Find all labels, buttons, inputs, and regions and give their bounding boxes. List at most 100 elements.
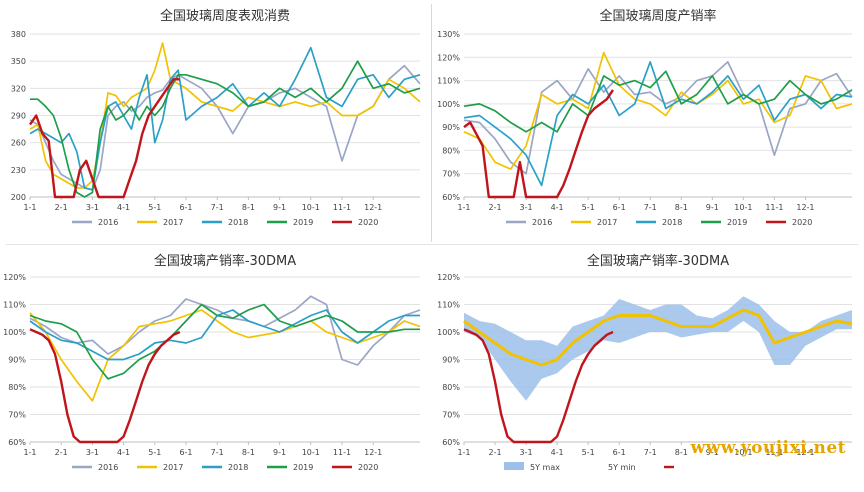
chart-30dma-band: 全国玻璃产销率-30DMA 60% 70% 80% 90% 100% 110% 120% 1-1… bbox=[437, 253, 853, 472]
x-tick-label: 7-1 bbox=[211, 448, 224, 457]
x-tick-label: 9-1 bbox=[706, 203, 719, 212]
y-tick-label: 380 bbox=[11, 30, 26, 39]
y-tick-label: 120% bbox=[437, 273, 460, 282]
y-tick-label: 120% bbox=[437, 53, 460, 62]
y-tick-label: 110% bbox=[437, 77, 460, 86]
x-tick-label: 7-1 bbox=[644, 203, 657, 212]
chart-title: 全国玻璃产销率-30DMA bbox=[154, 253, 296, 269]
y-tick-label: 90% bbox=[442, 123, 460, 132]
y-tick-label: 70% bbox=[442, 411, 460, 420]
x-tick-label: 3-1 bbox=[520, 203, 533, 212]
chart-title: 全国玻璃周度表观消费 bbox=[160, 8, 290, 24]
x-tick-label: 6-1 bbox=[613, 448, 626, 457]
y-tick-label: 130% bbox=[437, 30, 460, 39]
x-tick-label: 11-1 bbox=[765, 203, 783, 212]
x-tick-label: 10-1 bbox=[302, 448, 320, 457]
y-tick-label: 110% bbox=[3, 301, 26, 310]
x-tick-label: 9-1 bbox=[706, 448, 719, 457]
legend-label: 2017 bbox=[163, 218, 183, 227]
series-line-2019 bbox=[29, 303, 420, 380]
y-tick-label: 80% bbox=[8, 383, 26, 392]
chart-panel-consumption: 全国玻璃周度表观消费 200 230 260 290 320 350 380 1-1 2-1 3-1… bbox=[0, 0, 431, 244]
legend-label: 5Y min bbox=[608, 463, 636, 472]
y-tick-label: 70% bbox=[8, 411, 26, 420]
x-tick-label: 7-1 bbox=[644, 448, 657, 457]
x-tick-label: 6-1 bbox=[179, 203, 192, 212]
legend-label: 2019 bbox=[293, 463, 313, 472]
chart-30dma: 全国玻璃产销率-30DMA 60% 70% 80% 90% 100% 110% 120% 1-1… bbox=[3, 253, 421, 472]
x-tick-label: 11-1 bbox=[765, 448, 783, 457]
panel-divider-horizontal bbox=[6, 244, 858, 245]
x-tick-label: 8-1 bbox=[242, 203, 255, 212]
y-tick-label: 100% bbox=[437, 100, 460, 109]
y-tick-label: 100% bbox=[3, 328, 26, 337]
x-tick-label: 4-1 bbox=[117, 203, 130, 212]
x-tick-label: 7-1 bbox=[211, 203, 224, 212]
series-line-2020 bbox=[29, 78, 180, 199]
x-tick-label: 9-1 bbox=[273, 448, 286, 457]
series-line-2020 bbox=[29, 328, 181, 444]
legend-label: 2017 bbox=[597, 218, 617, 227]
series-line-2016 bbox=[29, 295, 421, 366]
x-tick-label: 6-1 bbox=[179, 448, 192, 457]
y-tick-label: 60% bbox=[442, 438, 460, 447]
x-tick-label: 11-1 bbox=[333, 448, 351, 457]
x-tick-label: 1-1 bbox=[457, 203, 470, 212]
x-tick-label: 12-1 bbox=[364, 448, 382, 457]
y-tick-label: 320 bbox=[11, 84, 26, 93]
series-line-current bbox=[463, 328, 614, 444]
x-tick-label: 2-1 bbox=[55, 448, 68, 457]
legend-label: 2018 bbox=[662, 218, 682, 227]
legend-label: 2016 bbox=[532, 218, 552, 227]
band-5y-average-line bbox=[463, 308, 853, 367]
y-tick-label: 60% bbox=[442, 193, 460, 202]
legend-label: 2018 bbox=[228, 218, 248, 227]
y-tick-label: 200 bbox=[11, 193, 26, 202]
chart-title: 全国玻璃周度产销率 bbox=[599, 8, 716, 24]
x-tick-label: 5-1 bbox=[582, 448, 595, 457]
x-tick-label: 10-1 bbox=[302, 203, 320, 212]
y-tick-label: 350 bbox=[11, 57, 26, 66]
y-tick-label: 110% bbox=[437, 301, 460, 310]
y-tick-label: 70% bbox=[442, 170, 460, 179]
y-tick-label: 100% bbox=[437, 328, 460, 337]
x-tick-label: 8-1 bbox=[242, 448, 255, 457]
y-tick-label: 80% bbox=[442, 383, 460, 392]
x-tick-label: 1-1 bbox=[23, 448, 36, 457]
legend-swatch-5y-max bbox=[504, 462, 524, 470]
x-tick-label: 2-1 bbox=[489, 203, 502, 212]
legend-label: 2020 bbox=[792, 218, 812, 227]
x-tick-label: 11-1 bbox=[333, 203, 351, 212]
x-tick-label: 10-1 bbox=[734, 203, 752, 212]
series-line-2019 bbox=[30, 60, 421, 198]
x-tick-label: 2-1 bbox=[55, 203, 68, 212]
legend-label: 2016 bbox=[98, 463, 118, 472]
legend-label: 2020 bbox=[358, 218, 378, 227]
x-tick-label: 1-1 bbox=[23, 203, 36, 212]
panel-divider-vertical bbox=[431, 4, 432, 242]
x-tick-label: 1-1 bbox=[457, 448, 470, 457]
chart-consumption: 全国玻璃周度表观消费 200 230 260 290 320 350 380 1-1 2-1 3-1… bbox=[11, 8, 421, 227]
chart-panel-sales-ratio: 全国玻璃周度产销率 60% 70% 80% 90% 100% 110% 120% 130% 1-1… bbox=[432, 0, 864, 244]
chart-sales-ratio: 全国玻璃周度产销率 60% 70% 80% 90% 100% 110% 120% 130% 1-1… bbox=[437, 8, 853, 227]
x-tick-label: 2-1 bbox=[489, 448, 502, 457]
chart-panel-30dma-band: 全国玻璃产销率-30DMA 60% 70% 80% 90% 100% 110% 120% 1-1… bbox=[432, 245, 864, 488]
x-tick-label: 5-1 bbox=[148, 448, 161, 457]
band-5y-range bbox=[464, 296, 852, 401]
legend-label: 2020 bbox=[358, 463, 378, 472]
y-tick-label: 120% bbox=[3, 273, 26, 282]
x-tick-label: 8-1 bbox=[675, 203, 688, 212]
y-tick-label: 90% bbox=[442, 356, 460, 365]
x-tick-label: 8-1 bbox=[675, 448, 688, 457]
chart-panel-30dma: 全国玻璃产销率-30DMA 60% 70% 80% 90% 100% 110% 120% 1-1… bbox=[0, 245, 431, 488]
series-line-2019 bbox=[463, 70, 853, 133]
x-tick-label: 3-1 bbox=[520, 448, 533, 457]
x-tick-label: 12-1 bbox=[796, 448, 814, 457]
y-tick-label: 90% bbox=[8, 356, 26, 365]
series-line-2017 bbox=[463, 51, 853, 170]
series-line-2018 bbox=[29, 309, 420, 361]
legend-label: 2016 bbox=[98, 218, 118, 227]
chart-title: 全国玻璃产销率-30DMA bbox=[587, 253, 729, 269]
x-tick-label: 6-1 bbox=[613, 203, 626, 212]
legend-label: 2017 bbox=[163, 463, 183, 472]
